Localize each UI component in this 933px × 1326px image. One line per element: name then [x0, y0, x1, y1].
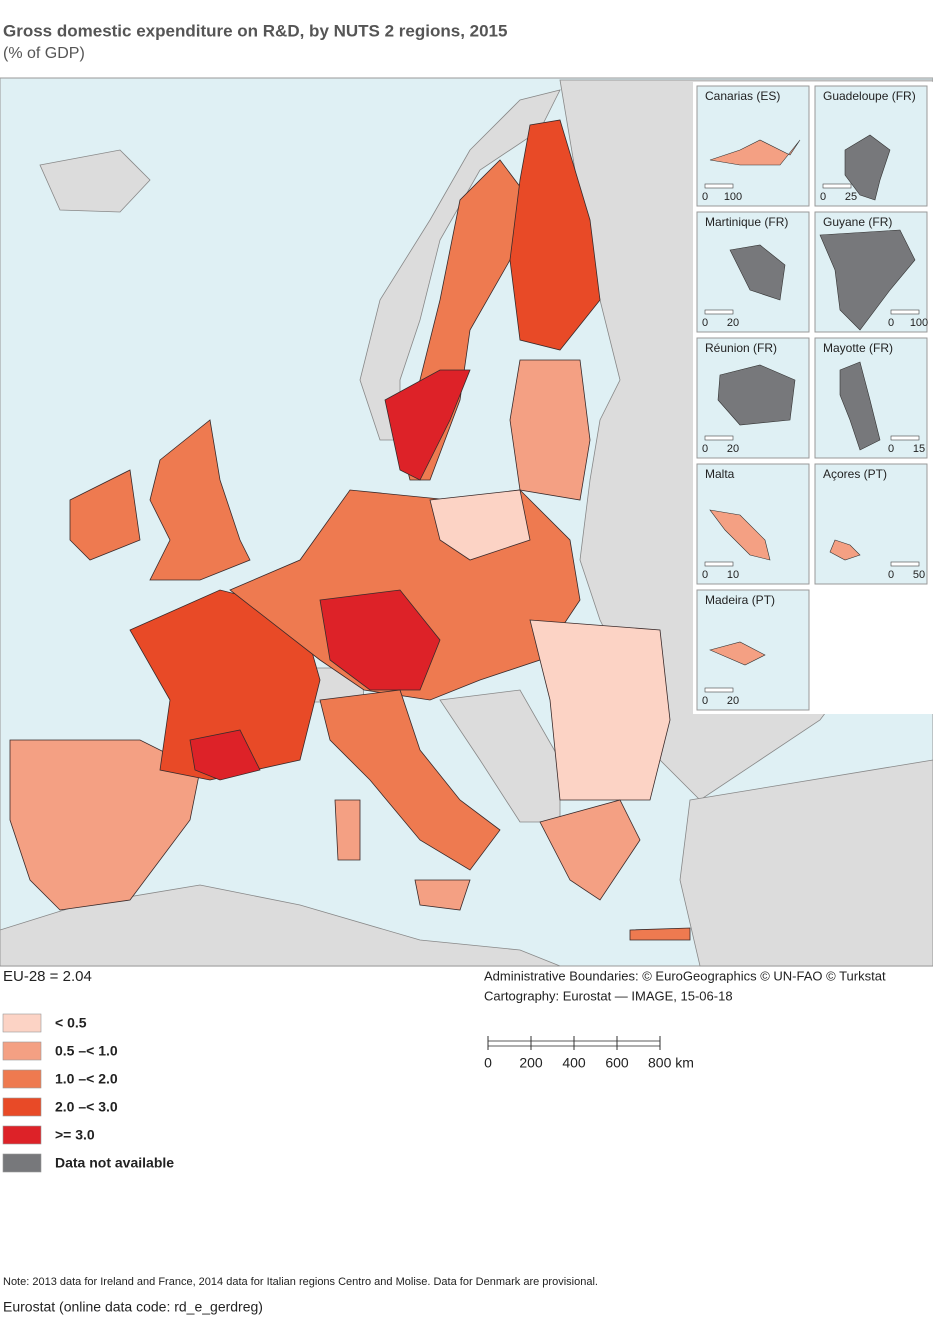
legend-label: 1.0 –< 2.0: [55, 1071, 118, 1087]
inset-scale-label: 15: [913, 443, 925, 455]
legend-swatch: [2, 1069, 42, 1089]
region: [629, 927, 691, 941]
legend-label: 2.0 –< 3.0: [55, 1099, 118, 1115]
note: Note: 2013 data for Ireland and France, …: [3, 1276, 598, 1288]
legend-label: 0.5 –< 1.0: [55, 1043, 118, 1059]
region: [539, 799, 641, 901]
inset-scale-label: 0: [888, 317, 894, 329]
legend-swatch: [2, 1013, 42, 1033]
inset-scale: [822, 183, 852, 189]
legend-swatch: [2, 1125, 42, 1145]
legend-swatch: [2, 1097, 42, 1117]
inset-title: Martinique (FR): [705, 215, 788, 229]
legend-swatch: [2, 1041, 42, 1061]
inset-title: Malta: [705, 467, 735, 481]
inset-scale: [704, 309, 734, 315]
non-eu-land: [679, 759, 933, 967]
scale-label: 600: [605, 1055, 629, 1071]
inset-scale-label: 10: [727, 569, 739, 581]
inset-title: Madeira (PT): [705, 593, 775, 607]
legend-label: Data not available: [55, 1155, 174, 1171]
scale-label: 800 km: [648, 1055, 694, 1071]
legend-swatch: [2, 1153, 42, 1173]
region: [69, 469, 141, 561]
inset-land: [709, 139, 801, 166]
inset-land: [819, 229, 916, 331]
region: [529, 619, 671, 801]
inset-scale: [704, 561, 734, 567]
region: [414, 879, 471, 911]
scale-bar: 0 200 400 600 800 km: [484, 1036, 694, 1071]
inset-title: Réunion (FR): [705, 341, 777, 355]
inset-land: [829, 539, 861, 561]
region: [189, 729, 261, 781]
region: [509, 119, 601, 351]
inset-title: Guadeloupe (FR): [823, 89, 916, 103]
inset-scale: [704, 687, 734, 693]
inset-scale: [890, 561, 920, 567]
inset-scale-label: 0: [820, 191, 826, 203]
region: [319, 689, 501, 871]
source: Eurostat (online data code: rd_e_gerdreg…: [3, 1299, 263, 1315]
inset-scale-label: 100: [910, 317, 928, 329]
subtitle: (% of GDP): [3, 45, 85, 62]
inset-title: Açores (PT): [823, 467, 887, 481]
inset-title: Guyane (FR): [823, 215, 892, 229]
legend: < 0.5 0.5 –< 1.0 1.0 –< 2.0 2.0 –< 3.0 >= 3.…: [2, 1013, 174, 1173]
non-eu-land: [39, 149, 151, 213]
legend-label: < 0.5: [55, 1015, 87, 1031]
inset-scale-label: 0: [702, 191, 708, 203]
inset-land: [709, 641, 766, 666]
inset-scale-label: 50: [913, 569, 925, 581]
region: [319, 589, 441, 691]
title: Gross domestic expenditure on R&D, by NU…: [3, 21, 507, 40]
inset-scale-label: 0: [888, 443, 894, 455]
inset-scale-label: 0: [702, 317, 708, 329]
scale-label: 200: [519, 1055, 543, 1071]
inset-land: [709, 509, 771, 561]
inset-scale-label: 0: [702, 569, 708, 581]
region: [509, 359, 591, 501]
inset-scale: [890, 435, 920, 441]
inset-scale: [704, 183, 734, 189]
inset-scale: [890, 309, 920, 315]
inset-scale-label: 20: [727, 317, 739, 329]
inset-title: Canarias (ES): [705, 89, 780, 103]
credit: Administrative Boundaries: © EuroGeograp…: [484, 968, 886, 983]
legend-label: >= 3.0: [55, 1127, 95, 1143]
inset-scale-label: 25: [845, 191, 857, 203]
region: [9, 739, 201, 911]
inset-land: [717, 364, 796, 426]
credit: Cartography: Eurostat — IMAGE, 15-06-18: [484, 988, 733, 1003]
inset-title: Mayotte (FR): [823, 341, 893, 355]
region: [429, 489, 531, 561]
inset-scale-label: 0: [702, 695, 708, 707]
inset-scale-label: 0: [888, 569, 894, 581]
inset-scale: [704, 435, 734, 441]
inset-scale-label: 20: [727, 443, 739, 455]
region: [384, 369, 471, 481]
eu-average: EU-28 = 2.04: [3, 968, 92, 985]
inset-land: [839, 361, 881, 451]
region: [149, 419, 251, 581]
inset-scale-label: 0: [702, 443, 708, 455]
scale-label: 0: [484, 1055, 492, 1071]
region: [334, 799, 361, 861]
inset-scale-label: 20: [727, 695, 739, 707]
inset-scale-label: 100: [724, 191, 742, 203]
scale-label: 400: [562, 1055, 586, 1071]
inset-land: [729, 244, 786, 301]
inset-land: [844, 134, 891, 201]
